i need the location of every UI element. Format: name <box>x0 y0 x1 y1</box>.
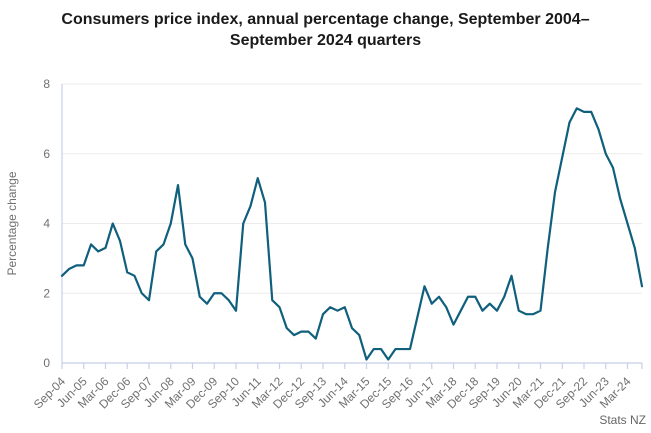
y-tick-label-2: 2 <box>43 286 50 300</box>
chart-header: Consumers price index, annual percentage… <box>0 0 651 60</box>
y-tick-label-6: 6 <box>43 147 50 161</box>
cpi-series-line <box>60 107 644 361</box>
y-tick-label-0: 0 <box>43 356 50 370</box>
cpi-line-chart: Sep-04 Jun-05 Mar-06 Dec-06 Sep-07 Jun-08 Mar-… <box>0 60 651 433</box>
chart-title: Consumers price index, annual percentage… <box>61 11 590 50</box>
y-axis-title: Percentage change <box>5 171 19 275</box>
y-tick-label-4: 4 <box>43 217 50 231</box>
y-tick-label-8: 8 <box>43 77 50 91</box>
source-credit: Stats NZ <box>599 413 646 427</box>
cpi-line-chart-canvas: Sep-04Jun-05Mar-06Dec-06Sep-07Jun-08Mar-… <box>5 77 646 427</box>
